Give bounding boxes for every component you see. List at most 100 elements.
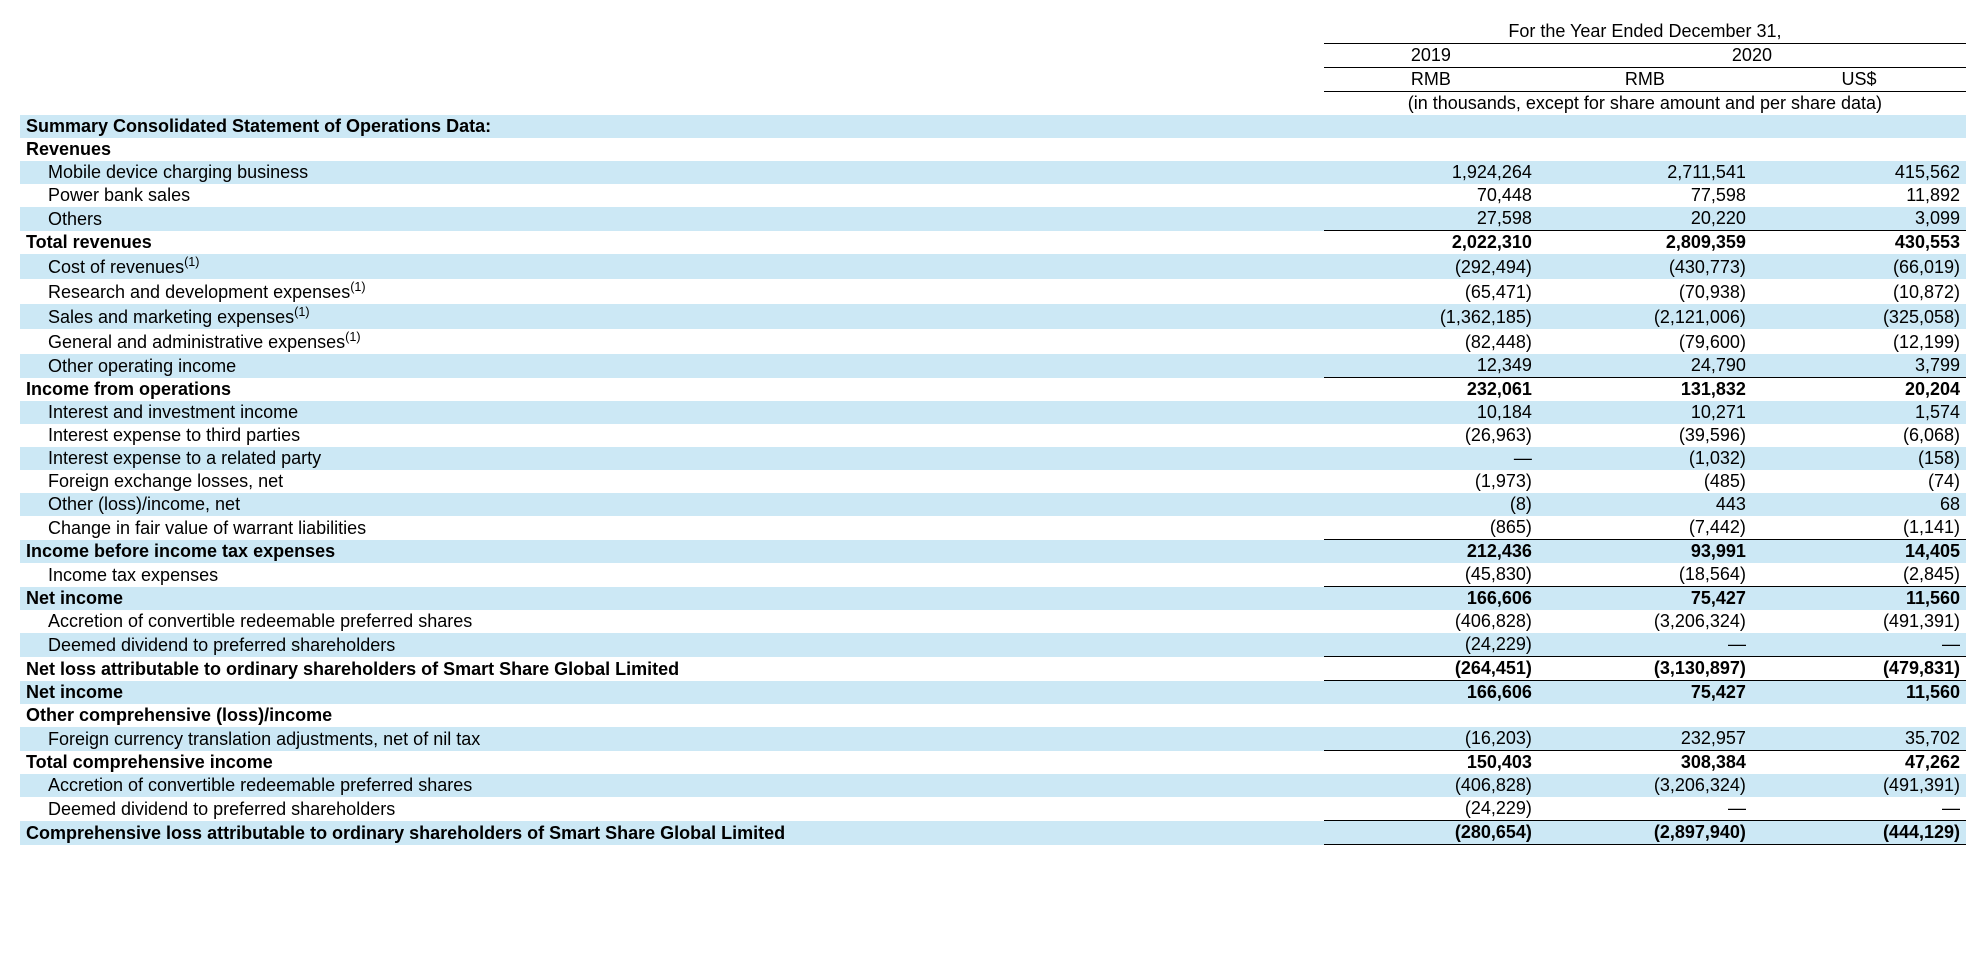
cell-others-2019: 27,598 xyxy=(1324,207,1538,231)
cell-mobile-2020rmb: 2,711,541 xyxy=(1538,161,1752,184)
header-year-2020: 2020 xyxy=(1538,44,1966,68)
cell-cost-rev-2020rmb: (430,773) xyxy=(1538,254,1752,279)
cell-intexprel-2020usd: (158) xyxy=(1752,447,1966,470)
cell-cost-rev-2020usd: (66,019) xyxy=(1752,254,1966,279)
row-deemed2-label: Deemed dividend to preferred shareholder… xyxy=(20,797,1324,821)
cell-intinv-2020usd: 1,574 xyxy=(1752,401,1966,424)
cell-warrant-2019: (865) xyxy=(1324,516,1538,540)
header-year-2019: 2019 xyxy=(1324,44,1538,68)
cell-netincome-2020usd: 11,560 xyxy=(1752,587,1966,611)
row-deemed-label: Deemed dividend to preferred shareholder… xyxy=(20,633,1324,657)
cell-fx-2020usd: (74) xyxy=(1752,470,1966,493)
cell-intexp3p-2020usd: (6,068) xyxy=(1752,424,1966,447)
cell-incbeforetax-2020rmb: 93,991 xyxy=(1538,540,1752,564)
cell-fxadj-2019: (16,203) xyxy=(1324,727,1538,751)
cell-fxadj-2020usd: 35,702 xyxy=(1752,727,1966,751)
cell-intexp3p-2020rmb: (39,596) xyxy=(1538,424,1752,447)
cell-accretion2-2020rmb: (3,206,324) xyxy=(1538,774,1752,797)
row-ga-label: General and administrative expenses(1) xyxy=(20,329,1324,354)
cell-deemed2-2020usd: — xyxy=(1752,797,1966,821)
cell-netincome2-2020usd: 11,560 xyxy=(1752,681,1966,705)
cell-rd-2020rmb: (70,938) xyxy=(1538,279,1752,304)
cell-netlossattr-2020rmb: (3,130,897) xyxy=(1538,657,1752,681)
cell-netincome-2020rmb: 75,427 xyxy=(1538,587,1752,611)
cell-accretion-2020usd: (491,391) xyxy=(1752,610,1966,633)
cell-intinv-2019: 10,184 xyxy=(1324,401,1538,424)
cell-accretion-2020rmb: (3,206,324) xyxy=(1538,610,1752,633)
cell-fx-2020rmb: (485) xyxy=(1538,470,1752,493)
cell-mobile-2020usd: 415,562 xyxy=(1752,161,1966,184)
cell-incops-2020rmb: 131,832 xyxy=(1538,378,1752,402)
cell-powerbank-2020usd: 11,892 xyxy=(1752,184,1966,207)
cell-incbeforetax-2020usd: 14,405 xyxy=(1752,540,1966,564)
cell-deemed-2019: (24,229) xyxy=(1324,633,1538,657)
header-cur-rmb-2019: RMB xyxy=(1324,68,1538,92)
row-summary: Summary Consolidated Statement of Operat… xyxy=(20,115,1324,138)
cell-complossattr-2020usd: (444,129) xyxy=(1752,821,1966,845)
row-incops-label: Income from operations xyxy=(20,378,1324,402)
cell-tax-2020usd: (2,845) xyxy=(1752,563,1966,587)
cell-deemed2-2019: (24,229) xyxy=(1324,797,1538,821)
cell-rd-2019: (65,471) xyxy=(1324,279,1538,304)
row-tax-label: Income tax expenses xyxy=(20,563,1324,587)
cell-accretion-2019: (406,828) xyxy=(1324,610,1538,633)
cell-total-rev-2020rmb: 2,809,359 xyxy=(1538,231,1752,255)
row-powerbank-label: Power bank sales xyxy=(20,184,1324,207)
cell-accretion2-2019: (406,828) xyxy=(1324,774,1538,797)
cell-incops-2020usd: 20,204 xyxy=(1752,378,1966,402)
row-revenues-header: Revenues xyxy=(20,138,1324,161)
cell-totalcomp-2019: 150,403 xyxy=(1324,751,1538,775)
cell-netlossattr-2020usd: (479,831) xyxy=(1752,657,1966,681)
cell-incops-2019: 232,061 xyxy=(1324,378,1538,402)
row-accretion-label: Accretion of convertible redeemable pref… xyxy=(20,610,1324,633)
cell-incbeforetax-2019: 212,436 xyxy=(1324,540,1538,564)
header-cur-rmb-2020: RMB xyxy=(1538,68,1752,92)
cell-mobile-2019: 1,924,264 xyxy=(1324,161,1538,184)
cell-complossattr-2019: (280,654) xyxy=(1324,821,1538,845)
cell-fxadj-2020rmb: 232,957 xyxy=(1538,727,1752,751)
row-netincome-label: Net income xyxy=(20,587,1324,611)
row-rd-label: Research and development expenses(1) xyxy=(20,279,1324,304)
cell-intexprel-2020rmb: (1,032) xyxy=(1538,447,1752,470)
cell-ga-2020rmb: (79,600) xyxy=(1538,329,1752,354)
cell-intexp3p-2019: (26,963) xyxy=(1324,424,1538,447)
cell-accretion2-2020usd: (491,391) xyxy=(1752,774,1966,797)
row-netincome2-label: Net income xyxy=(20,681,1324,705)
row-fxadj-label: Foreign currency translation adjustments… xyxy=(20,727,1324,751)
cell-warrant-2020rmb: (7,442) xyxy=(1538,516,1752,540)
cell-powerbank-2020rmb: 77,598 xyxy=(1538,184,1752,207)
cell-sm-2020rmb: (2,121,006) xyxy=(1538,304,1752,329)
row-totalcomp-label: Total comprehensive income xyxy=(20,751,1324,775)
cell-netincome2-2019: 166,606 xyxy=(1324,681,1538,705)
cell-tax-2020rmb: (18,564) xyxy=(1538,563,1752,587)
row-total-rev-label: Total revenues xyxy=(20,231,1324,255)
header-cur-usd: US$ xyxy=(1752,68,1966,92)
cell-otherli-2020usd: 68 xyxy=(1752,493,1966,516)
cell-complossattr-2020rmb: (2,897,940) xyxy=(1538,821,1752,845)
cell-warrant-2020usd: (1,141) xyxy=(1752,516,1966,540)
row-oci-header: Other comprehensive (loss)/income xyxy=(20,704,1324,727)
cell-deemed2-2020rmb: — xyxy=(1538,797,1752,821)
cell-sm-2020usd: (325,058) xyxy=(1752,304,1966,329)
cell-intinv-2020rmb: 10,271 xyxy=(1538,401,1752,424)
row-mobile-label: Mobile device charging business xyxy=(20,161,1324,184)
cell-total-rev-2019: 2,022,310 xyxy=(1324,231,1538,255)
row-incbeforetax-label: Income before income tax expenses xyxy=(20,540,1324,564)
cell-intexprel-2019: — xyxy=(1324,447,1538,470)
cell-powerbank-2019: 70,448 xyxy=(1324,184,1538,207)
row-sm-label: Sales and marketing expenses(1) xyxy=(20,304,1324,329)
row-fx-label: Foreign exchange losses, net xyxy=(20,470,1324,493)
cell-others-2020usd: 3,099 xyxy=(1752,207,1966,231)
header-period: For the Year Ended December 31, xyxy=(1324,20,1966,44)
cell-netincome2-2020rmb: 75,427 xyxy=(1538,681,1752,705)
cell-sm-2019: (1,362,185) xyxy=(1324,304,1538,329)
row-others-label: Others xyxy=(20,207,1324,231)
row-intexprel-label: Interest expense to a related party xyxy=(20,447,1324,470)
cell-otherop-2020rmb: 24,790 xyxy=(1538,354,1752,378)
cell-otherli-2020rmb: 443 xyxy=(1538,493,1752,516)
cell-netlossattr-2019: (264,451) xyxy=(1324,657,1538,681)
cell-tax-2019: (45,830) xyxy=(1324,563,1538,587)
cell-deemed-2020usd: — xyxy=(1752,633,1966,657)
row-netlossattr-label: Net loss attributable to ordinary shareh… xyxy=(20,657,1324,681)
cell-others-2020rmb: 20,220 xyxy=(1538,207,1752,231)
